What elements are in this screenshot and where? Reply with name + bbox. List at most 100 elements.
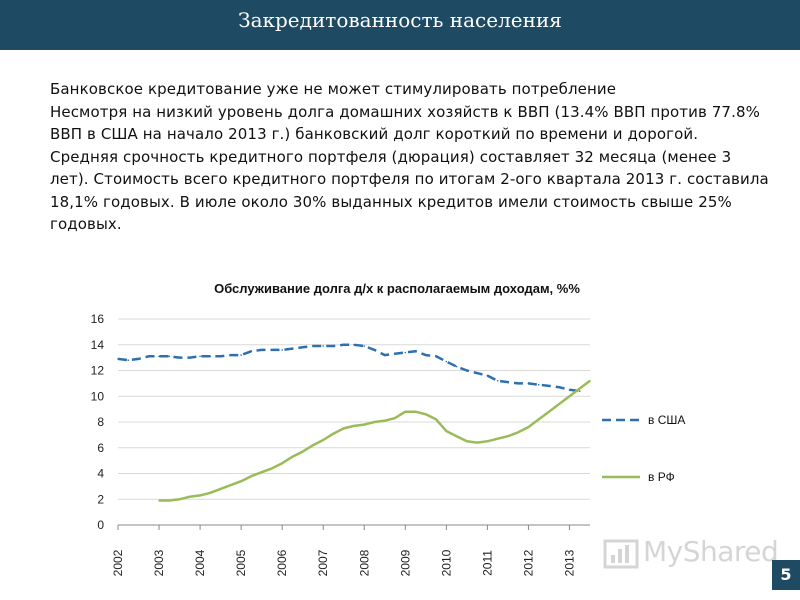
- data-point: [230, 354, 232, 356]
- data-point: [240, 354, 242, 356]
- data-point: [260, 471, 263, 474]
- data-point: [363, 423, 366, 426]
- data-point: [240, 480, 242, 483]
- y-tick-label: 16: [91, 312, 105, 326]
- data-point: [568, 395, 571, 398]
- data-point: [507, 435, 509, 438]
- data-point: [568, 389, 571, 391]
- data-point: [578, 387, 581, 390]
- data-point: [158, 355, 160, 358]
- data-point: [189, 495, 191, 498]
- data-point: [209, 492, 212, 494]
- body-paragraph-lead: Банковское кредитование уже не может сти…: [50, 80, 617, 98]
- data-point: [404, 351, 407, 354]
- x-tick-label: 2010: [439, 549, 453, 576]
- y-tick-label: 14: [91, 338, 105, 352]
- data-point: [322, 345, 325, 347]
- data-point: [414, 350, 417, 353]
- body-paragraph-main: Несмотря на низкий уровень долга домашни…: [50, 102, 769, 234]
- data-point: [486, 374, 489, 377]
- data-point: [199, 494, 201, 497]
- watermark-text: MyShared: [643, 535, 779, 568]
- y-tick-label: 4: [97, 467, 104, 481]
- data-point: [414, 410, 417, 413]
- chart-axes: 0 2 4 6 8 10 12 14 16 2002 2003 2004 2005 2006 2007 200…: [91, 312, 590, 576]
- x-tick-label: 2006: [275, 549, 289, 576]
- data-point: [507, 381, 509, 383]
- data-point: [271, 349, 273, 351]
- data-point: [291, 347, 294, 350]
- data-point: [353, 425, 355, 427]
- data-point: [496, 437, 499, 440]
- data-point: [537, 418, 540, 421]
- data-point: [517, 382, 519, 385]
- data-point: [353, 344, 355, 346]
- data-point: [199, 355, 201, 358]
- x-tick-label: 2012: [521, 549, 535, 576]
- data-point: [496, 380, 499, 382]
- data-point: [578, 390, 581, 392]
- data-point: [373, 421, 376, 423]
- data-point: [558, 403, 560, 405]
- data-point: [250, 475, 253, 477]
- chart-gridlines: [118, 318, 590, 526]
- legend-label: в США: [648, 413, 685, 427]
- y-tick-label: 12: [91, 364, 105, 378]
- data-point: [476, 441, 478, 444]
- y-tick-label: 6: [97, 441, 104, 455]
- data-point: [445, 430, 448, 432]
- x-tick-label: 2007: [316, 549, 330, 576]
- data-point: [281, 462, 284, 465]
- data-point: [158, 499, 160, 502]
- watermark-logo: MyShared: [603, 533, 779, 573]
- x-tick-label: 2008: [357, 549, 371, 576]
- data-point: [363, 345, 366, 347]
- data-point: [548, 385, 550, 387]
- legend-label: в РФ: [648, 470, 675, 484]
- data-point: [527, 426, 530, 428]
- data-point: [127, 359, 130, 362]
- data-point: [301, 346, 304, 349]
- data-point: [250, 350, 253, 353]
- data-point: [230, 484, 232, 486]
- y-tick-label: 8: [97, 415, 104, 429]
- data-point: [209, 355, 212, 358]
- data-point: [455, 365, 458, 368]
- data-point: [168, 499, 171, 502]
- data-point: [271, 467, 273, 470]
- data-point: [219, 488, 222, 490]
- title-bar: Закредитованность населения: [0, 0, 800, 50]
- data-point: [517, 431, 519, 434]
- body-text: Банковское кредитование уже не может сти…: [50, 78, 770, 236]
- data-point: [404, 410, 407, 413]
- page-number: 5: [772, 560, 800, 590]
- data-point: [394, 417, 396, 419]
- data-point: [301, 450, 304, 453]
- data-point: [466, 369, 468, 372]
- x-tick-label: 2009: [398, 549, 412, 576]
- data-point: [332, 345, 335, 347]
- data-point: [435, 355, 437, 358]
- data-point: [373, 349, 376, 351]
- chart-title: Обслуживание долга д/х к располагаемым д…: [214, 281, 580, 296]
- data-point: [260, 349, 263, 351]
- x-tick-label: 2011: [480, 550, 494, 576]
- data-point: [117, 358, 119, 360]
- data-point: [486, 440, 489, 443]
- y-tick-label: 10: [91, 389, 105, 403]
- data-point: [537, 383, 540, 386]
- data-point: [394, 353, 396, 355]
- data-point: [425, 354, 427, 356]
- data-point: [527, 382, 530, 385]
- data-point: [466, 440, 468, 443]
- data-point: [476, 372, 478, 374]
- data-point: [322, 439, 325, 441]
- data-point: [312, 345, 314, 347]
- data-point: [168, 355, 171, 358]
- data-point: [342, 344, 345, 346]
- data-point: [435, 418, 437, 421]
- x-tick-label: 2013: [562, 549, 576, 576]
- y-tick-label: 0: [97, 518, 104, 532]
- data-point: [219, 355, 222, 358]
- x-tick-label: 2004: [193, 549, 207, 576]
